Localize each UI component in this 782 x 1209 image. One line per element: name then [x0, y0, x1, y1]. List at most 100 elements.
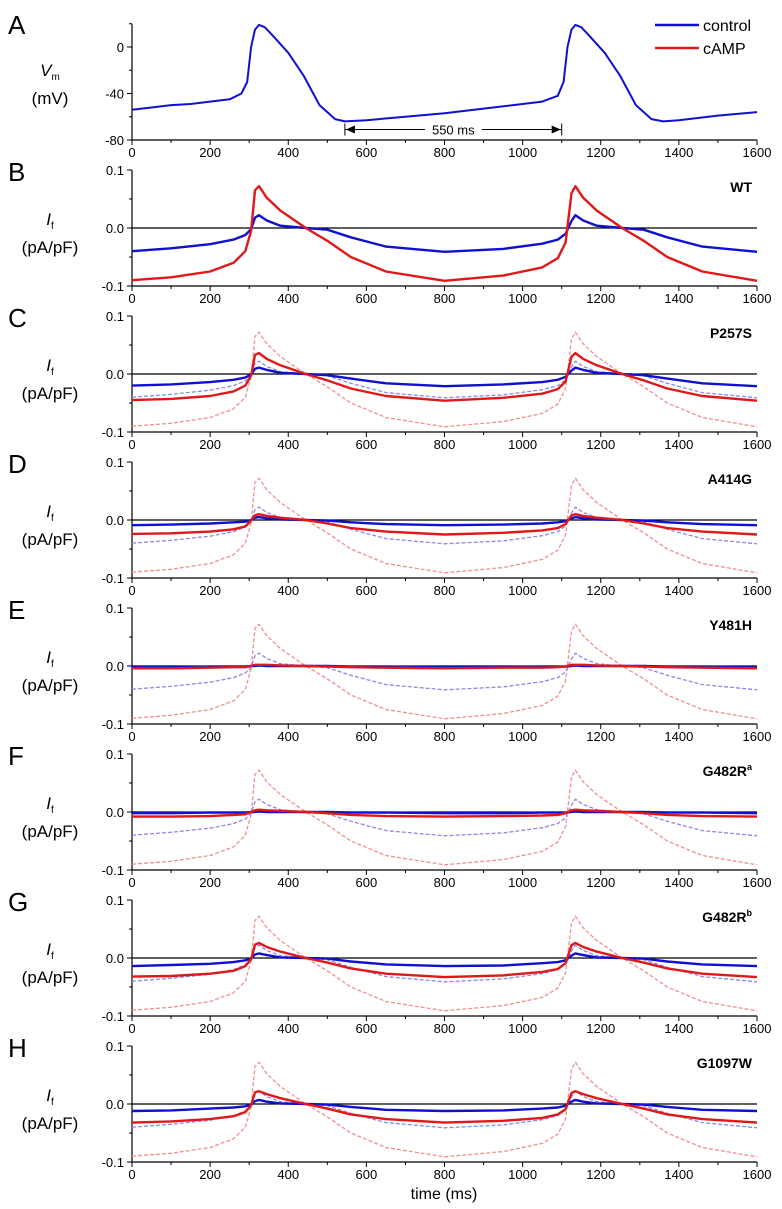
if-control-trace [131, 952, 758, 968]
x-tick-label: 600 [356, 1167, 378, 1182]
mutant-label-e: Y481H [709, 617, 752, 633]
y-tick-label: 0.1 [106, 1039, 124, 1054]
x-tick-label: 0 [128, 437, 135, 452]
if-camp-trace [131, 351, 758, 402]
y-tick-label: 0.0 [106, 659, 124, 674]
x-tick-label: 1400 [664, 583, 693, 598]
x-tick-label: 1000 [508, 1021, 537, 1036]
y-tick-label: 0.1 [106, 163, 124, 178]
x-tick-label: 1000 [508, 1167, 537, 1182]
y-axis-units: (pA/pF) [22, 968, 79, 987]
x-tick-label: 1600 [743, 1021, 772, 1036]
x-tick-label: 200 [199, 729, 221, 744]
x-tick-label: 600 [356, 875, 378, 890]
x-tick-label: 1200 [586, 291, 615, 306]
y-tick-label: 0.1 [106, 893, 124, 908]
x-tick-label: 1200 [586, 145, 615, 160]
x-tick-label: 1200 [586, 583, 615, 598]
x-tick-label: 1600 [743, 291, 772, 306]
y-tick-label: 0.1 [106, 455, 124, 470]
y-tick-label: -80 [105, 133, 124, 148]
x-tick-label: 0 [128, 1021, 135, 1036]
y-tick-label: -0.1 [102, 279, 124, 294]
legend-control-label: control [703, 18, 751, 35]
panel-label-h: H [8, 1033, 27, 1063]
y-tick-label: -40 [105, 87, 124, 102]
y-axis-title: Vm [40, 61, 60, 83]
x-tick-label: 0 [128, 583, 135, 598]
mutant-label-g: G482Rb [702, 908, 752, 925]
x-tick-label: 800 [434, 291, 456, 306]
mutant-label-f: G482Ra [703, 762, 753, 779]
x-tick-label: 1200 [586, 437, 615, 452]
x-tick-label: 1000 [508, 583, 537, 598]
if-control-trace [131, 1098, 758, 1113]
x-tick-label: 1000 [508, 291, 537, 306]
x-tick-label: 0 [128, 875, 135, 890]
y-tick-label: 0.1 [106, 309, 124, 324]
x-tick-label: 800 [434, 875, 456, 890]
if-camp-trace [132, 663, 758, 670]
y-axis-title: If [46, 794, 54, 816]
if-control-trace [131, 515, 758, 527]
x-tick-label: 1000 [508, 437, 537, 452]
y-tick-label: 0.1 [106, 747, 124, 762]
y-axis-title: If [46, 940, 54, 962]
y-axis-units: (mV) [32, 89, 69, 108]
mutant-label-b: WT [730, 179, 752, 195]
if-camp-trace [131, 1090, 758, 1124]
x-tick-label: 200 [199, 145, 221, 160]
x-tick-label: 800 [434, 1167, 456, 1182]
panel-label-c: C [8, 303, 27, 333]
if-camp-trace [132, 808, 758, 818]
mutant-label-c: P257S [710, 325, 752, 341]
x-tick-label: 0 [128, 145, 135, 160]
y-tick-label: -0.1 [102, 571, 124, 586]
x-tick-label: 1400 [664, 1167, 693, 1182]
x-tick-label: 1600 [743, 729, 772, 744]
x-axis-title: time (ms) [411, 1186, 478, 1203]
x-tick-label: 1200 [586, 1021, 615, 1036]
x-tick-label: 400 [277, 145, 299, 160]
x-tick-label: 200 [199, 1167, 221, 1182]
if-camp-trace [131, 185, 758, 282]
x-tick-label: 1200 [586, 729, 615, 744]
x-tick-label: 1200 [586, 875, 615, 890]
x-tick-label: 1000 [508, 729, 537, 744]
y-tick-label: -0.1 [102, 1009, 124, 1024]
x-tick-label: 600 [356, 437, 378, 452]
x-tick-label: 1400 [664, 291, 693, 306]
panel-label-f: F [8, 741, 24, 771]
y-axis-units: (pA/pF) [22, 1114, 79, 1133]
y-tick-label: 0.0 [106, 513, 124, 528]
panel-label-e: E [8, 595, 25, 625]
x-tick-label: 200 [199, 291, 221, 306]
x-tick-label: 200 [199, 583, 221, 598]
panel-label-d: D [8, 449, 27, 479]
y-tick-label: 0.1 [106, 601, 124, 616]
wt-camp-reference-trace [131, 623, 758, 720]
x-tick-label: 400 [277, 875, 299, 890]
wt-camp-reference-trace [131, 1061, 758, 1158]
legend: control cAMP [655, 18, 751, 58]
x-tick-label: 200 [199, 875, 221, 890]
y-tick-label: -0.1 [102, 863, 124, 878]
x-tick-label: 800 [434, 583, 456, 598]
x-tick-label: 1400 [664, 729, 693, 744]
x-tick-label: 800 [434, 437, 456, 452]
y-tick-label: 0.0 [106, 367, 124, 382]
x-tick-label: 400 [277, 437, 299, 452]
y-tick-label: 0 [117, 40, 124, 55]
x-tick-label: 200 [199, 1021, 221, 1036]
x-tick-label: 1400 [664, 145, 693, 160]
wt-camp-reference-trace [131, 915, 758, 1012]
x-tick-label: 600 [356, 583, 378, 598]
x-tick-label: 800 [434, 1021, 456, 1036]
x-tick-label: 1000 [508, 875, 537, 890]
if-camp-trace [131, 941, 758, 979]
x-tick-label: 400 [277, 583, 299, 598]
wt-control-reference-trace [131, 652, 758, 691]
x-tick-label: 1200 [586, 1167, 615, 1182]
y-tick-label: -0.1 [102, 717, 124, 732]
x-tick-label: 0 [128, 1167, 135, 1182]
